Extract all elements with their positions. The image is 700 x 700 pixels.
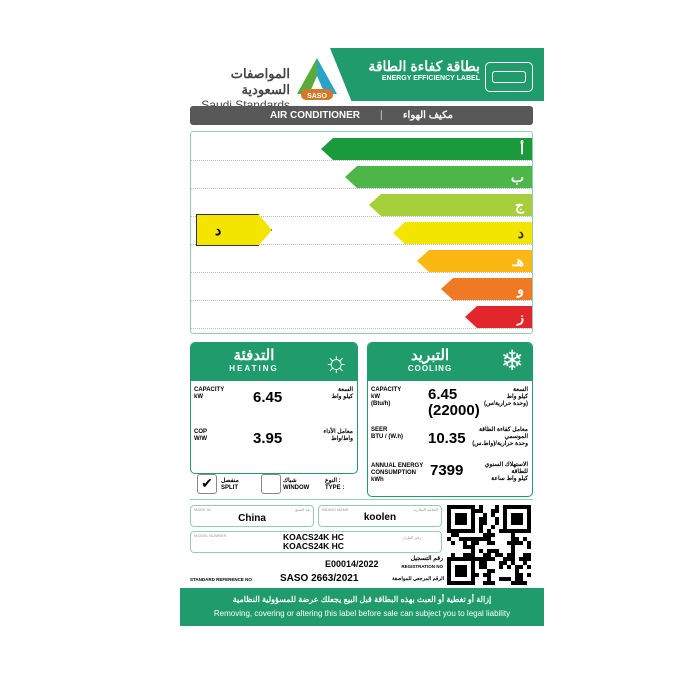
model-label-ar: رقم الطراز (402, 535, 421, 540)
product-bar: AIR CONDITIONER | مكيف الهواء (190, 106, 533, 125)
brand-label: BRAND NAME (322, 507, 349, 512)
org-name-ar: المواصفات السعودية (230, 66, 290, 97)
standard-label-ar: الرقم المرجعي للمواصفة (392, 576, 444, 582)
seer-label: SEER (371, 427, 388, 433)
window-checkbox (261, 474, 281, 494)
legal-footer: إزالة أو تغطية أو العبث بهذه البطاقة قبل… (180, 588, 544, 626)
heating-capacity-unit-ar: كيلو واط (331, 394, 353, 400)
cop-label: COP (194, 429, 208, 435)
registration-label: REGISTRATION NO (401, 564, 443, 569)
heating-capacity-unit: kW (194, 394, 203, 400)
cop-value: 3.95 (253, 430, 283, 447)
cooling-title-ar: التبريد (410, 347, 450, 364)
rating-row: هـ (191, 250, 532, 273)
heating-capacity-value: 6.45 (253, 389, 283, 406)
seer-unit: BTU / (W.h) (371, 434, 403, 440)
cooling-title-en: COOLING (407, 364, 453, 373)
sun-icon: ☼ (323, 346, 349, 377)
cop-unit: W/W (194, 436, 207, 442)
cop-ar: معامل الأداء (323, 429, 353, 435)
rating-arrow: و (441, 278, 532, 300)
cooling-capacity-unit2: (Btu/h) (371, 401, 391, 407)
registration-label-ar: رقم التسجيل (410, 556, 443, 562)
annual-unit: kWh (371, 477, 384, 483)
heating-title-en: HEATING (229, 364, 279, 373)
brand-label-ar: العلامة التجارية (413, 507, 438, 512)
split-en: SPLIT (221, 485, 239, 491)
heating-title-ar: التدفئة (233, 347, 275, 364)
model-label: MODEL NUMBER (194, 533, 227, 538)
type-row: ✔ منفصل SPLIT شباك WINDOW النوع : TYPE : (195, 474, 355, 496)
seer-value: 10.35 (428, 430, 466, 447)
cooling-capacity-unit-ar: كيلو واط (506, 394, 528, 400)
cooling-capacity-btu: (22000) (428, 402, 480, 419)
snowflake-icon: ❄ (500, 345, 524, 376)
rating-row: د (191, 222, 532, 245)
cooling-capacity-ar: السعة (513, 387, 528, 393)
rating-row: ب (191, 166, 532, 189)
rating-arrow: ز (465, 306, 532, 328)
origin-value: China (238, 513, 266, 524)
rating-row: ج (191, 194, 532, 217)
annual-value: 7399 (430, 462, 464, 479)
origin-label: MADE IN (194, 507, 211, 512)
cooling-capacity-value: 6.45 (428, 386, 458, 403)
legal-text-ar: إزالة أو تغطية أو العبث بهذه البطاقة قبل… (232, 595, 492, 604)
origin-field: MADE IN بلد الصنع China (190, 505, 314, 527)
rating-arrow: أ (321, 138, 532, 160)
heating-capacity-ar: السعة (338, 387, 353, 393)
split-ar: منفصل (221, 478, 239, 484)
model-value-2: KOACS24K HC (283, 541, 344, 551)
standard-label: STANDARD REFERENCE NO (190, 577, 252, 582)
heating-capacity-label: CAPACITY (194, 387, 225, 393)
qr-code[interactable] (447, 505, 531, 585)
origin-label-ar: بلد الصنع (295, 507, 310, 512)
legal-text-en: Removing, covering or altering this labe… (213, 609, 511, 618)
logo-text-saso: SASO (307, 93, 327, 100)
standard-value: SASO 2663/2021 (280, 573, 359, 584)
registration-value: E00014/2022 (325, 559, 379, 569)
seer-ar: معامل كفاءة الطاقة الموسمي (478, 427, 528, 440)
rating-row: ز (191, 306, 532, 329)
rating-row: أ (191, 138, 532, 161)
rating-arrow: د (393, 222, 532, 244)
cooling-capacity-label: CAPACITY (371, 387, 402, 393)
rating-row: و (191, 278, 532, 301)
label-title-ar: بطاقة كفاءة الطاقة (368, 58, 480, 74)
product-en: AIR CONDITIONER (270, 110, 361, 121)
annual-ar: الاستهلاك السنوي للطاقة (484, 462, 528, 475)
cooling-capacity-unit: kW (371, 394, 380, 400)
rating-arrow: هـ (417, 250, 532, 272)
brand-value: koolen (363, 512, 397, 523)
current-rating-indicator: د (196, 214, 272, 246)
annual-unit-ar: كيلو واط ساعة (491, 476, 528, 482)
heating-panel: التدفئة HEATING ☼ CAPACITY kW 6.45 السعة ك… (190, 342, 358, 474)
window-ar: شباك (283, 478, 297, 484)
seer-unit-ar: وحدة حرارية/(واط.س) (472, 441, 528, 447)
product-ar: مكيف الهواء (402, 110, 453, 121)
ac-unit-icon (485, 62, 533, 92)
rating-arrow: ب (345, 166, 532, 188)
saso-logo: SASO (297, 58, 337, 100)
rating-arrow: ج (369, 194, 532, 216)
window-en: WINDOW (283, 485, 310, 491)
cooling-panel: التبريد COOLING ❄ CAPACITY kW (Btu/h) 6.45… (367, 342, 533, 497)
type-label-ar: النوع : (325, 478, 341, 484)
cooling-capacity-unit2-ar: (وحدة حرارية/س) (483, 401, 528, 407)
model-field: MODEL NUMBER رقم الطراز KOACS24K HC KOACS… (190, 531, 442, 553)
annual-label: ANNUAL ENERGY CONSUMPTION (371, 463, 424, 476)
header-banner (330, 48, 544, 101)
cop-unit-ar: واط/واط (331, 436, 353, 442)
split-checkbox: ✔ (197, 474, 217, 494)
rating-scale: أ ب ج د هـ و ز (190, 131, 533, 334)
brand-field: BRAND NAME العلامة التجارية koolen (318, 505, 442, 527)
type-label-en: TYPE : (325, 485, 345, 491)
model-value-1: KOACS24K HC (283, 532, 344, 542)
label-title-en: ENERGY EFFICIENCY LABEL (381, 75, 480, 82)
